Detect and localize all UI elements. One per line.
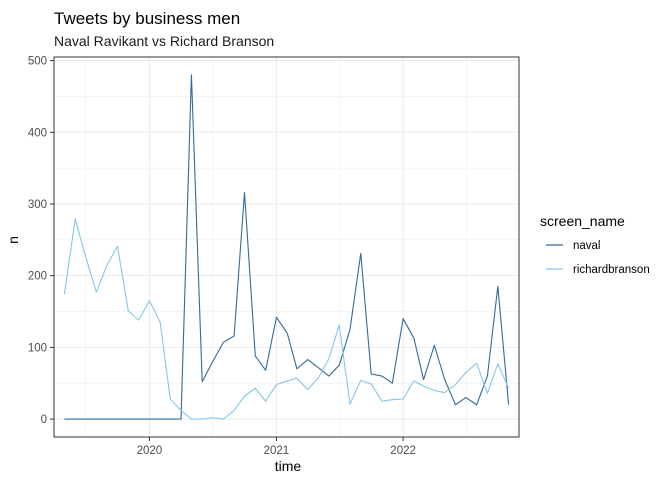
chart-title: Tweets by business men — [54, 9, 240, 28]
y-tick-label: 400 — [28, 127, 47, 139]
y-tick-label: 200 — [28, 271, 47, 283]
legend: screen_name naval richardbranson — [540, 213, 650, 276]
x-tick-label: 2020 — [137, 445, 163, 457]
y-tick-label: 100 — [28, 342, 47, 354]
y-tick-label: 300 — [28, 199, 47, 211]
series-line-richardbranson — [63, 218, 510, 420]
legend-label-naval: naval — [573, 240, 601, 252]
legend-title: screen_name — [540, 213, 625, 229]
y-axis-title: n — [5, 236, 21, 244]
legend-label-richardbranson: richardbranson — [573, 264, 650, 276]
series-line-naval — [64, 74, 510, 420]
x-tick-label: 2022 — [390, 445, 416, 457]
chart-subtitle: Naval Ravikant vs Richard Branson — [54, 33, 274, 49]
y-tick-label: 500 — [28, 56, 47, 68]
panel-border — [53, 56, 520, 438]
x-axis-title: time — [275, 458, 302, 474]
x-tick-label: 2021 — [264, 445, 290, 457]
y-tick-label: 0 — [41, 414, 47, 426]
plot-panel: 0 100 200 300 400 500 2020 2021 2022 — [28, 56, 520, 457]
